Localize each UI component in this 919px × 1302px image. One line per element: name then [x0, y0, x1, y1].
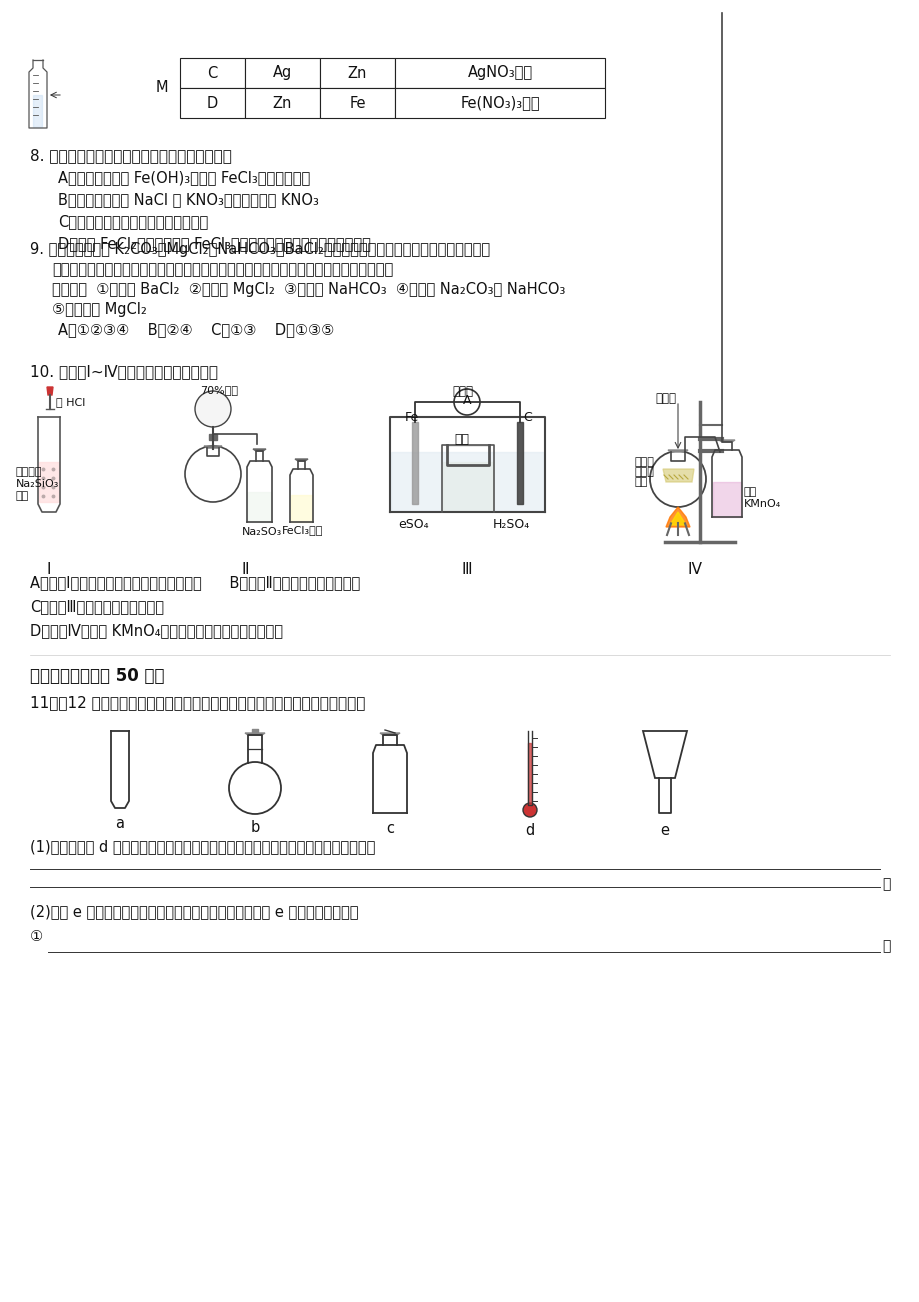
Polygon shape	[295, 460, 308, 461]
Text: eSO₄: eSO₄	[398, 518, 428, 531]
Polygon shape	[669, 512, 686, 525]
Text: D．实验Ⅳ中酸性 KMnO₄溶液中出现气泡且颜色逐渐褂去: D．实验Ⅳ中酸性 KMnO₄溶液中出现气泡且颜色逐渐褂去	[30, 622, 283, 638]
Polygon shape	[663, 469, 693, 482]
Polygon shape	[33, 95, 42, 128]
Polygon shape	[528, 743, 531, 805]
Bar	[180, 89, 244, 118]
Polygon shape	[39, 462, 59, 503]
Text: C．用蒸馏法分离乙醇和苯酚的混合物: C．用蒸馏法分离乙醇和苯酚的混合物	[58, 214, 208, 229]
Text: 9. 无色溶液可能由 K₂CO₃、MgCl₂、NaHCO₃、BaCl₂溶液中的一种或几种组成。向溶液中加入烧: 9. 无色溶液可能由 K₂CO₃、MgCl₂、NaHCO₃、BaCl₂溶液中的一…	[30, 242, 490, 256]
Text: 溶液: 溶液	[16, 491, 29, 501]
Text: 碎瓷片: 碎瓷片	[654, 392, 675, 405]
Text: ⑤肯定没有 MgCl₂: ⑤肯定没有 MgCl₂	[52, 302, 147, 316]
Text: 70%硫酸: 70%硫酸	[199, 385, 238, 395]
Bar	[180, 59, 244, 89]
Text: 稀 HCl: 稀 HCl	[56, 397, 85, 408]
Text: e: e	[660, 823, 669, 838]
Polygon shape	[712, 482, 740, 517]
Text: 浸有石: 浸有石	[634, 457, 654, 467]
Bar	[244, 59, 320, 89]
Text: c: c	[386, 822, 393, 836]
Text: 蜡油的: 蜡油的	[634, 467, 654, 477]
Circle shape	[229, 762, 280, 814]
Text: 硷溶液出现白色沉淠，加入稀硫酸也出现白色沉淠并放出气体。据此分析，下列判断中正: 硷溶液出现白色沉淠，加入稀硫酸也出现白色沉淠并放出气体。据此分析，下列判断中正	[52, 262, 392, 277]
Circle shape	[650, 450, 705, 506]
Text: A．①②③④    B．②④    C．①③    D．①③⑤: A．①②③④ B．②④ C．①③ D．①③⑤	[58, 322, 334, 337]
Circle shape	[185, 447, 241, 503]
Polygon shape	[719, 440, 734, 441]
Text: 8. 下列各组混合物的分离或提纯方法不正确的是: 8. 下列各组混合物的分离或提纯方法不正确的是	[30, 148, 232, 163]
Text: 盐桥: 盐桥	[453, 434, 469, 447]
Text: B．用结晶法提纯 NaCl 和 KNO₃的混合物中的 KNO₃: B．用结晶法提纯 NaCl 和 KNO₃的混合物中的 KNO₃	[58, 191, 319, 207]
Text: A: A	[462, 395, 471, 408]
Text: AgNO₃溶液: AgNO₃溶液	[467, 65, 532, 81]
Text: C: C	[207, 65, 218, 81]
Polygon shape	[209, 434, 217, 440]
Text: M: M	[155, 81, 168, 95]
Text: Ⅳ: Ⅳ	[687, 562, 701, 577]
Polygon shape	[642, 730, 686, 779]
Text: 确的是：  ①肯定有 BaCl₂  ②肯定有 MgCl₂  ③肯定有 NaHCO₃  ④肯定有 Na₂CO₃或 NaHCO₃: 确的是： ①肯定有 BaCl₂ ②肯定有 MgCl₂ ③肯定有 NaHCO₃ ④…	[52, 283, 565, 297]
Text: C．实验Ⅲ铁棒上有无色气泡产生: C．实验Ⅲ铁棒上有无色气泡产生	[30, 599, 164, 615]
Text: 10. 对实验Ⅰ~Ⅳ的实验现象预测正确的是: 10. 对实验Ⅰ~Ⅳ的实验现象预测正确的是	[30, 365, 218, 379]
Polygon shape	[204, 447, 221, 448]
Bar	[244, 89, 320, 118]
Polygon shape	[412, 422, 417, 504]
Circle shape	[453, 389, 480, 415]
Text: Ⅲ: Ⅲ	[461, 562, 471, 577]
Circle shape	[522, 803, 537, 816]
Polygon shape	[391, 452, 543, 510]
Text: ①: ①	[30, 930, 43, 944]
Text: 石棉: 石棉	[634, 477, 648, 487]
Text: Fe: Fe	[404, 411, 419, 424]
Text: ；: ；	[881, 939, 890, 953]
Polygon shape	[516, 422, 522, 504]
Text: (1)甲同学想用 d 进行实验，请你说出该他器（已经洗濯干净）使用时的第一步操作：: (1)甲同学想用 d 进行实验，请你说出该他器（已经洗濯干净）使用时的第一步操作…	[30, 838, 375, 854]
Text: Zn: Zn	[347, 65, 367, 81]
Text: a: a	[116, 816, 124, 831]
Polygon shape	[244, 733, 265, 736]
Polygon shape	[253, 449, 266, 450]
Polygon shape	[667, 450, 687, 452]
Text: C: C	[522, 411, 531, 424]
Text: 酸性: 酸性	[743, 487, 756, 497]
Text: H₂SO₄: H₂SO₄	[493, 518, 529, 531]
Bar	[320, 89, 394, 118]
Polygon shape	[443, 462, 493, 510]
Text: Na₂SiO₃: Na₂SiO₃	[16, 479, 60, 490]
Text: 11．（12 分）某化学小组的同学到实验室做实验。在实验桌上摆有下列他器：: 11．（12 分）某化学小组的同学到实验室做实验。在实验桌上摆有下列他器：	[30, 695, 365, 710]
Text: Zn: Zn	[273, 95, 292, 111]
Text: Ag: Ag	[273, 65, 292, 81]
Circle shape	[195, 391, 231, 427]
Polygon shape	[665, 506, 689, 527]
Text: Na₂SO₃: Na₂SO₃	[242, 527, 282, 536]
Bar	[394, 89, 605, 118]
Bar	[320, 59, 394, 89]
Text: b: b	[250, 820, 259, 835]
Text: Ⅱ: Ⅱ	[241, 562, 248, 577]
Text: 含酚酞的: 含酚酞的	[16, 467, 42, 477]
Text: A．实验Ⅰ试管中红色溶液逐渐变成无色溶液      B．实验Ⅱ试管中出现淡黄色浑浓: A．实验Ⅰ试管中红色溶液逐渐变成无色溶液 B．实验Ⅱ试管中出现淡黄色浑浓	[30, 575, 360, 590]
Text: KMnO₄: KMnO₄	[743, 499, 780, 509]
Bar	[394, 59, 605, 89]
Text: 二、非选题：（共 50 分）: 二、非选题：（共 50 分）	[30, 667, 165, 685]
Text: d: d	[525, 823, 534, 838]
Text: Ⅰ: Ⅰ	[47, 562, 51, 577]
Polygon shape	[248, 492, 271, 522]
Text: 电流计: 电流计	[451, 385, 472, 398]
Text: 。: 。	[881, 878, 890, 891]
Polygon shape	[380, 733, 400, 736]
Text: D．除去 FeCl₂溶液中的少量 FeCl₃：加入足量铁屑，充分反应后，过滤: D．除去 FeCl₂溶液中的少量 FeCl₃：加入足量铁屑，充分反应后，过滤	[58, 236, 370, 251]
Text: D: D	[207, 95, 218, 111]
Text: FeCl₃溶液: FeCl₃溶液	[282, 525, 323, 535]
Text: (2)关于 e 的用途，乙同学说可组成防倒吸装置。请你说出 e 的其他两种用途：: (2)关于 e 的用途，乙同学说可组成防倒吸装置。请你说出 e 的其他两种用途：	[30, 904, 358, 919]
Text: Fe: Fe	[349, 95, 366, 111]
Polygon shape	[290, 495, 312, 522]
Text: Fe(NO₃)₃溶液: Fe(NO₃)₃溶液	[460, 95, 539, 111]
Text: A．用过滤法分离 Fe(OH)₃胶体和 FeCl₃溶液的混合物: A．用过滤法分离 Fe(OH)₃胶体和 FeCl₃溶液的混合物	[58, 171, 310, 185]
Polygon shape	[47, 387, 53, 395]
